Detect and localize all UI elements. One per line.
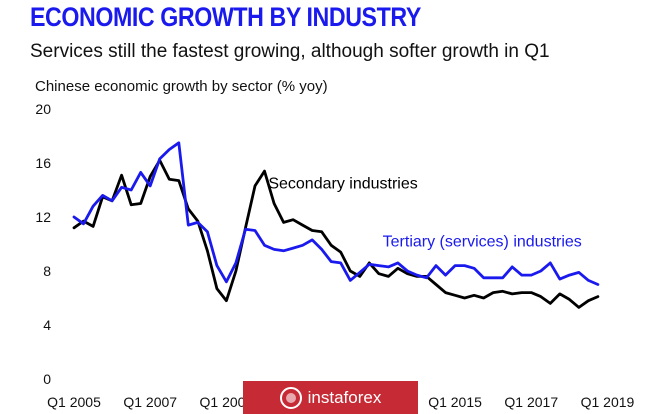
y-tick-label: 12: [35, 209, 51, 225]
y-axis-unit-label: Chinese economic growth by sector (% yoy…: [35, 78, 328, 95]
y-tick-label: 16: [35, 155, 51, 171]
y-tick-label: 20: [35, 101, 51, 117]
y-tick-label: 8: [43, 263, 51, 279]
y-tick-label: 4: [43, 317, 51, 333]
series-annotation: Secondary industries: [268, 176, 417, 193]
x-tick-label: Q1 2019: [581, 394, 635, 410]
chart-title: ECONOMIC GROWTH BY INDUSTRY: [30, 2, 421, 32]
watermark-text: instaforex: [307, 387, 382, 407]
x-tick-label: Q1 2007: [123, 394, 177, 410]
chart-subtitle: Services still the fastest growing, alth…: [30, 41, 550, 62]
x-tick-label: Q1 2017: [504, 394, 558, 410]
x-tick-label: Q1 2009: [200, 394, 254, 410]
series-annotation: Tertiary (services) industries: [383, 234, 582, 251]
x-tick-label: Q1 2015: [428, 394, 482, 410]
series-line-tertiary-services-industries: [72, 141, 600, 286]
series-line-secondary-industries: [72, 158, 600, 309]
instaforex-logo-icon: [279, 386, 302, 409]
x-tick-label: Q1 2005: [47, 394, 101, 410]
y-tick-label: 0: [43, 371, 51, 387]
instaforex-watermark: instaforex: [243, 381, 418, 414]
